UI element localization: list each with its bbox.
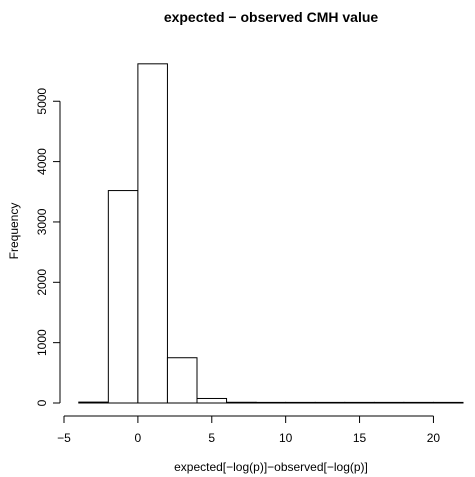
histogram-bar-2 <box>138 64 168 403</box>
y-tick-label: 1000 <box>35 329 49 356</box>
x-tick-label: −5 <box>57 431 71 445</box>
y-tick-label: 5000 <box>35 88 49 115</box>
y-tick-label: 2000 <box>35 269 49 296</box>
chart-title: expected − observed CMH value <box>164 9 379 25</box>
x-tick-label: 5 <box>208 431 215 445</box>
x-axis: −5 0 5 10 15 20 <box>57 416 440 445</box>
histogram-bar-5 <box>227 402 257 403</box>
histogram-bar-12 <box>433 402 463 403</box>
histogram-bar-1 <box>108 191 138 403</box>
histogram-bar-11 <box>404 402 434 403</box>
y-tick-label: 4000 <box>35 148 49 175</box>
histogram-bar-10 <box>374 402 404 403</box>
histogram-bar-0 <box>79 402 109 403</box>
histogram-bar-3 <box>167 358 197 403</box>
y-axis: 0 1000 2000 3000 4000 5000 <box>35 88 60 407</box>
histogram-bar-6 <box>256 402 286 403</box>
x-tick-label: 20 <box>427 431 441 445</box>
histogram-bar-9 <box>345 402 375 403</box>
histogram-bar-8 <box>315 402 345 403</box>
histogram-bar-4 <box>197 398 227 403</box>
x-tick-label: 10 <box>279 431 293 445</box>
x-axis-label: expected[−log(p)]−observed[−log(p)] <box>174 460 368 474</box>
y-axis-label: Frequency <box>7 203 21 260</box>
histogram-bar-7 <box>286 402 316 403</box>
y-tick-label: 0 <box>35 399 49 406</box>
bars-group <box>79 64 463 403</box>
x-tick-label: 15 <box>353 431 367 445</box>
y-tick-label: 3000 <box>35 208 49 235</box>
x-tick-label: 0 <box>135 431 142 445</box>
